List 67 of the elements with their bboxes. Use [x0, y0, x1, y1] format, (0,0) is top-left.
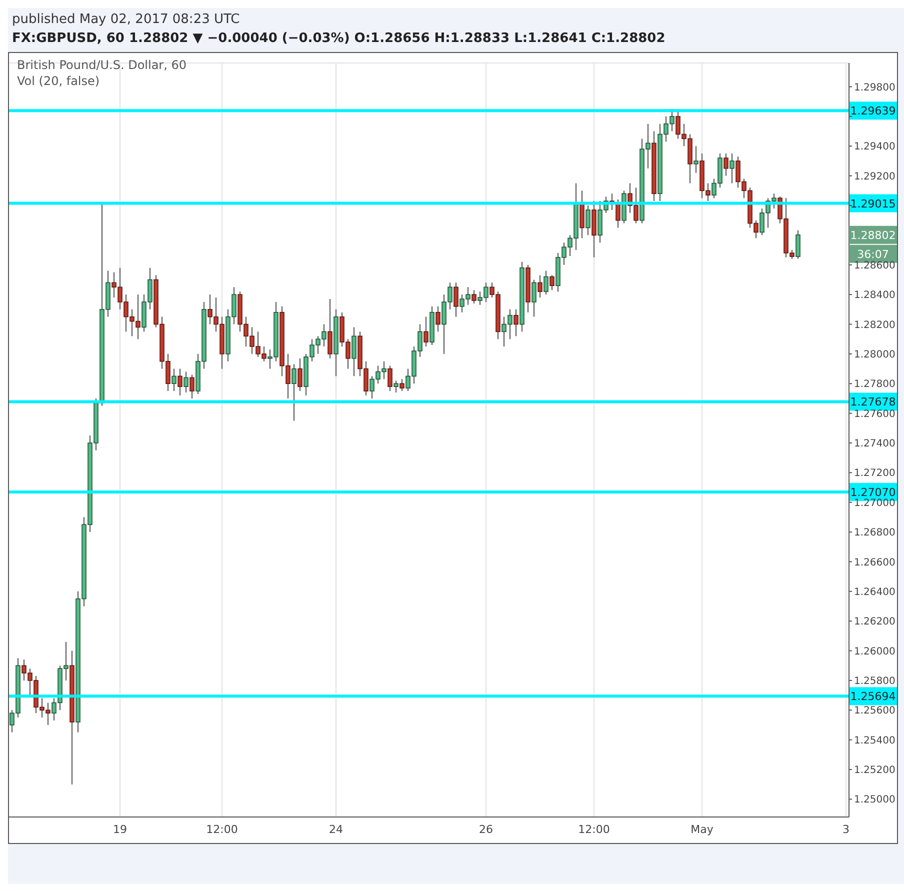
candlestick	[532, 279, 536, 318]
y-tick-label: 1.28000	[854, 349, 896, 360]
x-tick-label: 26	[479, 822, 493, 836]
y-tick-label: 1.26000	[854, 646, 896, 658]
candlestick	[394, 380, 398, 394]
y-tick-label: 1.27000	[854, 498, 896, 509]
candlestick	[544, 270, 548, 296]
text: 36:07	[857, 248, 889, 261]
candlestick	[586, 204, 590, 236]
candlestick	[796, 230, 800, 260]
y-tick-label: 1.29200	[854, 171, 896, 182]
x-tick-label: 24	[329, 822, 343, 836]
candlestick	[730, 153, 734, 184]
y-tick-label: 1.28600	[854, 260, 896, 272]
y-tick-label: 1.27400	[854, 438, 896, 450]
text: 1.28802	[850, 228, 896, 242]
candlestick	[388, 365, 392, 392]
y-tick-label: 1.27200	[854, 468, 896, 480]
y-tick-label: 1.26200	[854, 616, 896, 628]
candlestick	[724, 153, 728, 176]
candlestick	[580, 190, 584, 239]
y-tick-label: 1.27600	[854, 408, 896, 420]
y-tick-label: 1.28200	[854, 320, 896, 331]
y-tick-label: 1.26800	[854, 528, 896, 539]
candlestick	[514, 308, 518, 337]
candlestick	[454, 282, 458, 318]
y-tick-label: 1.29400	[854, 142, 896, 153]
candlestick	[178, 368, 182, 396]
annotation: British Pound/U.S. Dollar, 60	[17, 57, 187, 73]
candlestick	[694, 146, 698, 174]
candlestick	[298, 358, 302, 392]
chart-subtitle: FX:GBPUSD, 60 1.28802 ▼ −0.00040 (−0.03%) O:1.28656 H:1.28833 L:1.28641 C:1.28802	[11, 30, 666, 48]
candlestick	[616, 199, 620, 228]
y-tick-label: 1.25800	[854, 676, 896, 687]
candlestick	[550, 274, 554, 291]
y-tick-label: 1.25600	[854, 706, 896, 717]
y-tick-label: 1.28400	[854, 290, 896, 302]
candlestick	[352, 326, 356, 377]
y-tick-label: 1.25400	[854, 735, 896, 746]
ref-line-label: 1.27070	[850, 486, 896, 499]
candlestick	[436, 306, 440, 332]
candlestick	[190, 374, 194, 399]
x-tick-label: 12:00	[206, 822, 238, 836]
ref-line-label: 1.29639	[850, 104, 896, 118]
chart-title: published May 02, 2017 08:23 UTC	[11, 11, 241, 27]
x-tick-label: May	[690, 822, 714, 836]
x-tick-label: 3	[842, 822, 850, 836]
candlestick	[172, 368, 176, 392]
candlestick	[424, 316, 428, 347]
candlestick	[328, 298, 332, 359]
ref-line-label: 1.27678	[850, 396, 896, 409]
y-tick-label: 1.26400	[854, 586, 896, 598]
x-tick-label: 19	[113, 822, 127, 836]
candlestick	[292, 364, 296, 422]
candlestick	[400, 378, 404, 392]
y-tick-label: 1.29800	[854, 82, 896, 94]
candlestick	[538, 274, 542, 298]
ref-line-label: 1.29015	[850, 197, 896, 210]
candlestick	[184, 371, 188, 394]
ref-line-label: 1.25694	[850, 690, 896, 704]
annotation: Vol (20, false)	[17, 73, 101, 89]
x-tick-label: 12:00	[578, 822, 610, 836]
y-tick-label: 1.26600	[854, 557, 896, 568]
y-tick-label: 1.27800	[854, 379, 896, 390]
y-tick-label: 1.25000	[854, 794, 896, 806]
y-tick-label: 1.25200	[854, 765, 896, 776]
candlestick	[472, 290, 476, 304]
